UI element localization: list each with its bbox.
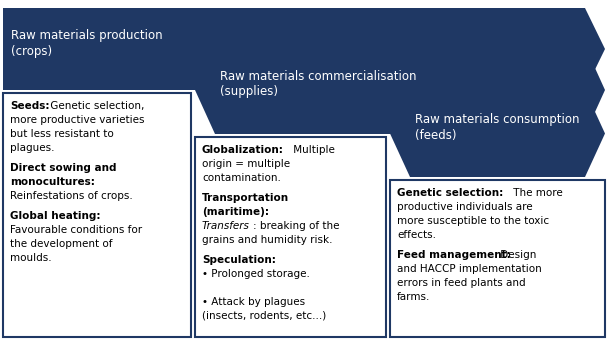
Polygon shape xyxy=(390,90,605,177)
Text: Seeds:: Seeds: xyxy=(10,101,49,111)
Polygon shape xyxy=(3,8,605,90)
Text: Design: Design xyxy=(497,250,536,260)
Text: Reinfestations of crops.: Reinfestations of crops. xyxy=(10,191,133,201)
Text: errors in feed plants and: errors in feed plants and xyxy=(397,278,526,288)
Text: The more: The more xyxy=(509,188,562,198)
Text: more productive varieties: more productive varieties xyxy=(10,115,145,125)
Text: Globalization:: Globalization: xyxy=(202,145,284,155)
FancyBboxPatch shape xyxy=(3,93,191,337)
Text: Speculation:: Speculation: xyxy=(202,255,276,265)
Text: Direct sowing and: Direct sowing and xyxy=(10,163,117,173)
Text: effects.: effects. xyxy=(397,230,436,240)
Text: Raw materials commercialisation
(supplies): Raw materials commercialisation (supplie… xyxy=(220,69,417,98)
Text: but less resistant to: but less resistant to xyxy=(10,129,113,139)
Text: farms.: farms. xyxy=(397,292,431,302)
Text: monocultures:: monocultures: xyxy=(10,177,95,187)
Text: • Prolonged storage.: • Prolonged storage. xyxy=(202,269,310,279)
Text: Feed management:: Feed management: xyxy=(397,250,511,260)
Text: Raw materials consumption
(feeds): Raw materials consumption (feeds) xyxy=(415,113,580,142)
Text: and HACCP implementation: and HACCP implementation xyxy=(397,264,542,274)
Text: Genetic selection:: Genetic selection: xyxy=(397,188,503,198)
Text: (maritime):: (maritime): xyxy=(202,207,269,217)
Text: productive individuals are: productive individuals are xyxy=(397,202,533,212)
Text: Genetic selection,: Genetic selection, xyxy=(48,101,145,111)
Text: Transfers: Transfers xyxy=(202,221,250,231)
Polygon shape xyxy=(195,46,605,134)
Text: plagues.: plagues. xyxy=(10,143,54,153)
Text: moulds.: moulds. xyxy=(10,253,52,263)
Text: Multiple: Multiple xyxy=(290,145,334,155)
Text: Raw materials production
(crops): Raw materials production (crops) xyxy=(11,28,163,57)
FancyBboxPatch shape xyxy=(390,180,605,337)
Text: Favourable conditions for: Favourable conditions for xyxy=(10,225,142,235)
Text: : breaking of the: : breaking of the xyxy=(253,221,339,231)
Text: origin = multiple: origin = multiple xyxy=(202,159,290,169)
FancyBboxPatch shape xyxy=(195,137,386,337)
Text: Global heating:: Global heating: xyxy=(10,211,101,221)
Text: the development of: the development of xyxy=(10,239,112,249)
Text: • Attack by plagues: • Attack by plagues xyxy=(202,297,305,307)
Text: Transportation: Transportation xyxy=(202,193,289,203)
Text: grains and humidity risk.: grains and humidity risk. xyxy=(202,235,332,245)
Text: (insects, rodents, etc...): (insects, rodents, etc...) xyxy=(202,311,326,321)
Text: more susceptible to the toxic: more susceptible to the toxic xyxy=(397,216,549,226)
Text: contamination.: contamination. xyxy=(202,173,281,183)
